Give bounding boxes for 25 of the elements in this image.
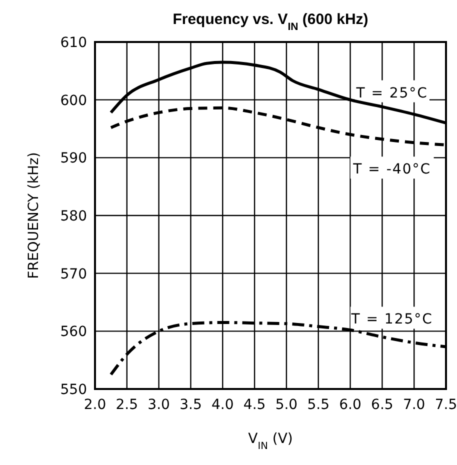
x-tick-label: 6.0	[339, 397, 362, 413]
y-tick-label: 560	[60, 324, 87, 340]
x-tick-label: 3.0	[148, 397, 170, 413]
y-tick-label: 580	[60, 208, 87, 224]
y-tick-label: 590	[60, 150, 87, 167]
x-tick-label: 7.0	[402, 397, 426, 413]
x-tick-label: 2.0	[84, 397, 106, 413]
x-tick-label: 5.0	[275, 397, 298, 413]
y-tick-label: 610	[60, 35, 87, 51]
y-axis-title: FREQUENCY (kHz)	[26, 152, 42, 279]
x-tick-label: 7.5	[434, 397, 457, 413]
x-tick-label: 5.5	[307, 397, 330, 413]
x-axis-title: V$_{IN}$ (V)	[248, 431, 293, 452]
y-tick-label: 600	[60, 92, 87, 109]
annotation: T = 125°C	[350, 312, 433, 328]
x-tick-label: 4.0	[212, 397, 234, 413]
annotation: T = -40°C	[352, 162, 432, 178]
x-tick-label: 3.5	[180, 397, 202, 413]
x-tick-label: 2.5	[116, 397, 138, 413]
y-tick-label: 570	[60, 266, 87, 282]
annotation: T = 25°C	[355, 85, 428, 102]
y-tick-label: 550	[60, 382, 87, 398]
x-tick-label: 4.5	[243, 397, 266, 413]
chart-title: Frequency vs. V$_{IN}$ (600 kHz)	[172, 11, 368, 33]
x-tick-label: 6.5	[371, 397, 394, 413]
